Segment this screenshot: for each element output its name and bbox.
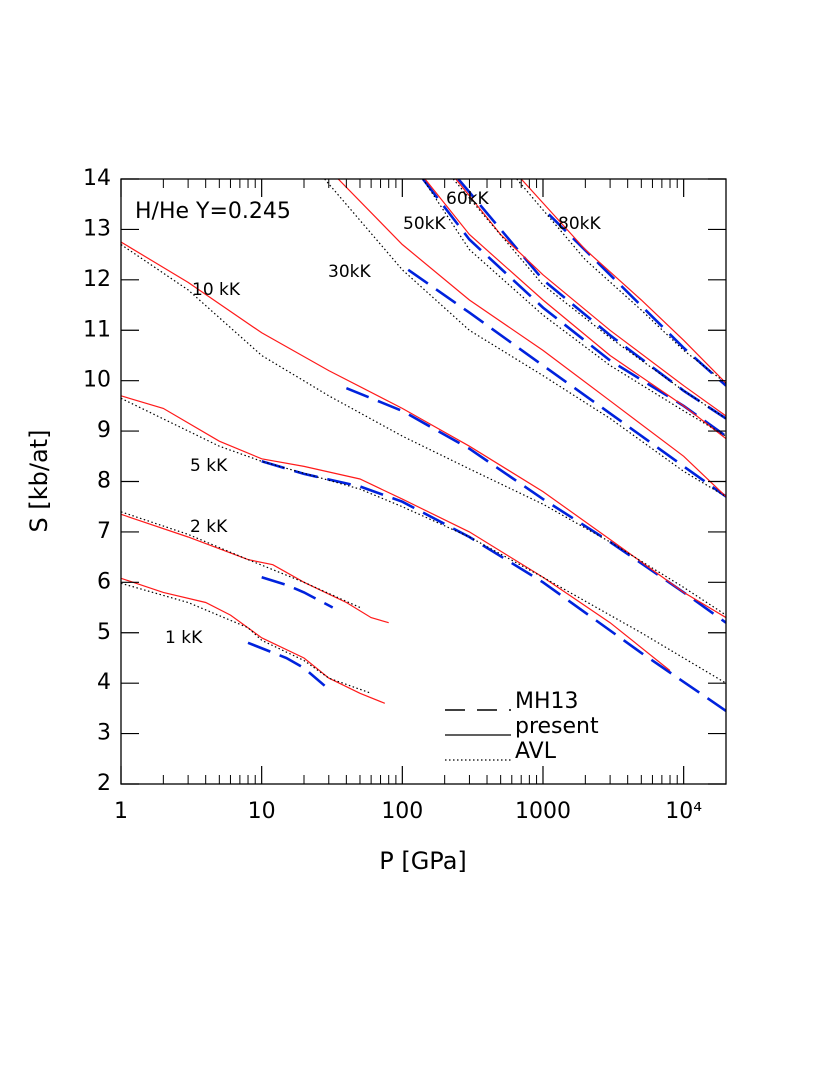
- x-tick-label: 1: [114, 799, 128, 824]
- legend-label: MH13: [515, 689, 579, 714]
- series-line: [457, 179, 726, 420]
- plot-lines: [121, 179, 726, 712]
- annotation: 60kK: [446, 189, 489, 209]
- x-tick-label: 100: [381, 799, 423, 824]
- x-tick-label: 10⁴: [665, 799, 702, 824]
- y-tick-label: 7: [97, 519, 111, 544]
- series-line: [324, 179, 726, 498]
- series-line: [247, 641, 326, 687]
- y-tick-label: 12: [83, 267, 111, 292]
- series-line: [121, 513, 389, 624]
- y-tick-label: 9: [97, 418, 111, 443]
- series-line: [121, 511, 361, 609]
- series-line: [337, 179, 726, 498]
- series-line: [520, 179, 726, 384]
- y-tick-label: 10: [83, 368, 111, 393]
- y-axis-label: S [kb/at]: [25, 430, 53, 533]
- x-axis-label: P [GPa]: [379, 847, 467, 875]
- series-line: [121, 577, 386, 704]
- annotation: 50kK: [403, 214, 446, 234]
- series-line: [345, 386, 726, 624]
- series-line: [407, 268, 726, 498]
- series-line: [261, 576, 334, 609]
- annotation: H/He Y=0.245: [135, 199, 291, 224]
- series-line: [121, 582, 372, 694]
- y-tick-label: 11: [83, 317, 111, 342]
- series-line: [516, 179, 726, 384]
- annotation: 2 kK: [190, 517, 228, 537]
- y-tick-label: 13: [83, 216, 111, 241]
- y-tick-label: 8: [97, 469, 111, 494]
- series-line: [424, 179, 726, 440]
- y-tick-label: 2: [97, 771, 111, 796]
- x-tick-label: 1000: [515, 799, 571, 824]
- series-line: [452, 179, 726, 420]
- y-tick-label: 5: [97, 620, 111, 645]
- annotation: 80kK: [558, 214, 601, 234]
- annotation: 30kK: [328, 262, 371, 282]
- series-line: [121, 241, 726, 619]
- y-tick-label: 14: [83, 166, 111, 191]
- series-line: [121, 395, 671, 672]
- series-line: [422, 179, 726, 437]
- y-tick-label: 4: [97, 670, 111, 695]
- annotation: 10 kK: [192, 280, 241, 300]
- y-tick-label: 6: [97, 569, 111, 594]
- series-line: [261, 460, 726, 712]
- series-line: [547, 213, 726, 387]
- annotation: 1 kK: [165, 628, 203, 648]
- plot-frame: [120, 178, 727, 785]
- legend-label: present: [515, 714, 599, 739]
- annotation: 5 kK: [190, 456, 228, 476]
- x-tick-label: 10: [248, 799, 276, 824]
- series-line: [121, 397, 726, 684]
- y-tick-label: 3: [97, 721, 111, 746]
- legend-label: AVL: [515, 739, 557, 764]
